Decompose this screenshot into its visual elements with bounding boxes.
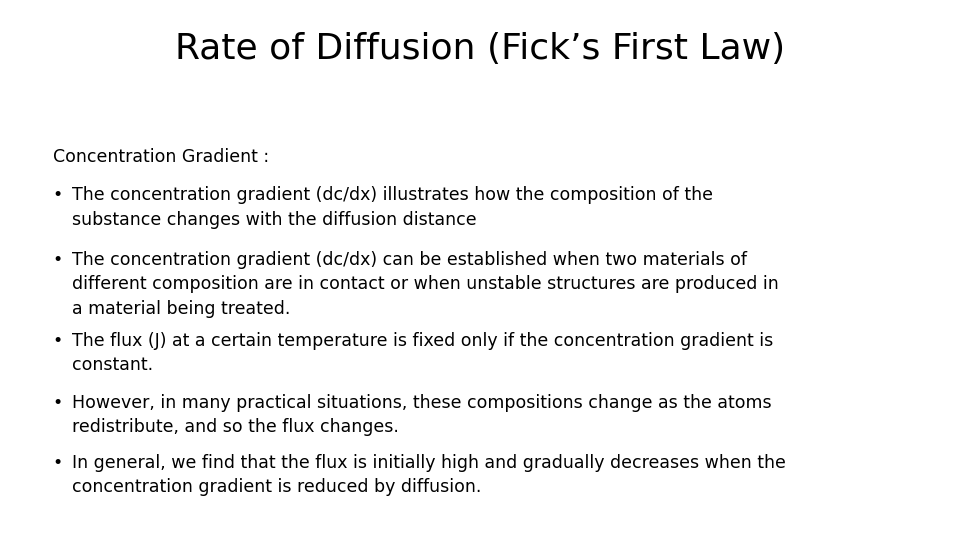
Text: However, in many practical situations, these compositions change as the atoms
re: However, in many practical situations, t… <box>72 394 772 436</box>
Text: •: • <box>53 332 63 350</box>
Text: The flux (J) at a certain temperature is fixed only if the concentration gradien: The flux (J) at a certain temperature is… <box>72 332 773 374</box>
Text: The concentration gradient (dc/dx) can be established when two materials of
diff: The concentration gradient (dc/dx) can b… <box>72 251 779 318</box>
Text: Rate of Diffusion (Fick’s First Law): Rate of Diffusion (Fick’s First Law) <box>175 32 785 66</box>
Text: •: • <box>53 186 63 204</box>
Text: •: • <box>53 454 63 471</box>
Text: •: • <box>53 394 63 412</box>
Text: •: • <box>53 251 63 269</box>
Text: The concentration gradient (dc/dx) illustrates how the composition of the
substa: The concentration gradient (dc/dx) illus… <box>72 186 713 228</box>
Text: Concentration Gradient :: Concentration Gradient : <box>53 148 269 166</box>
Text: In general, we find that the flux is initially high and gradually decreases when: In general, we find that the flux is ini… <box>72 454 786 496</box>
